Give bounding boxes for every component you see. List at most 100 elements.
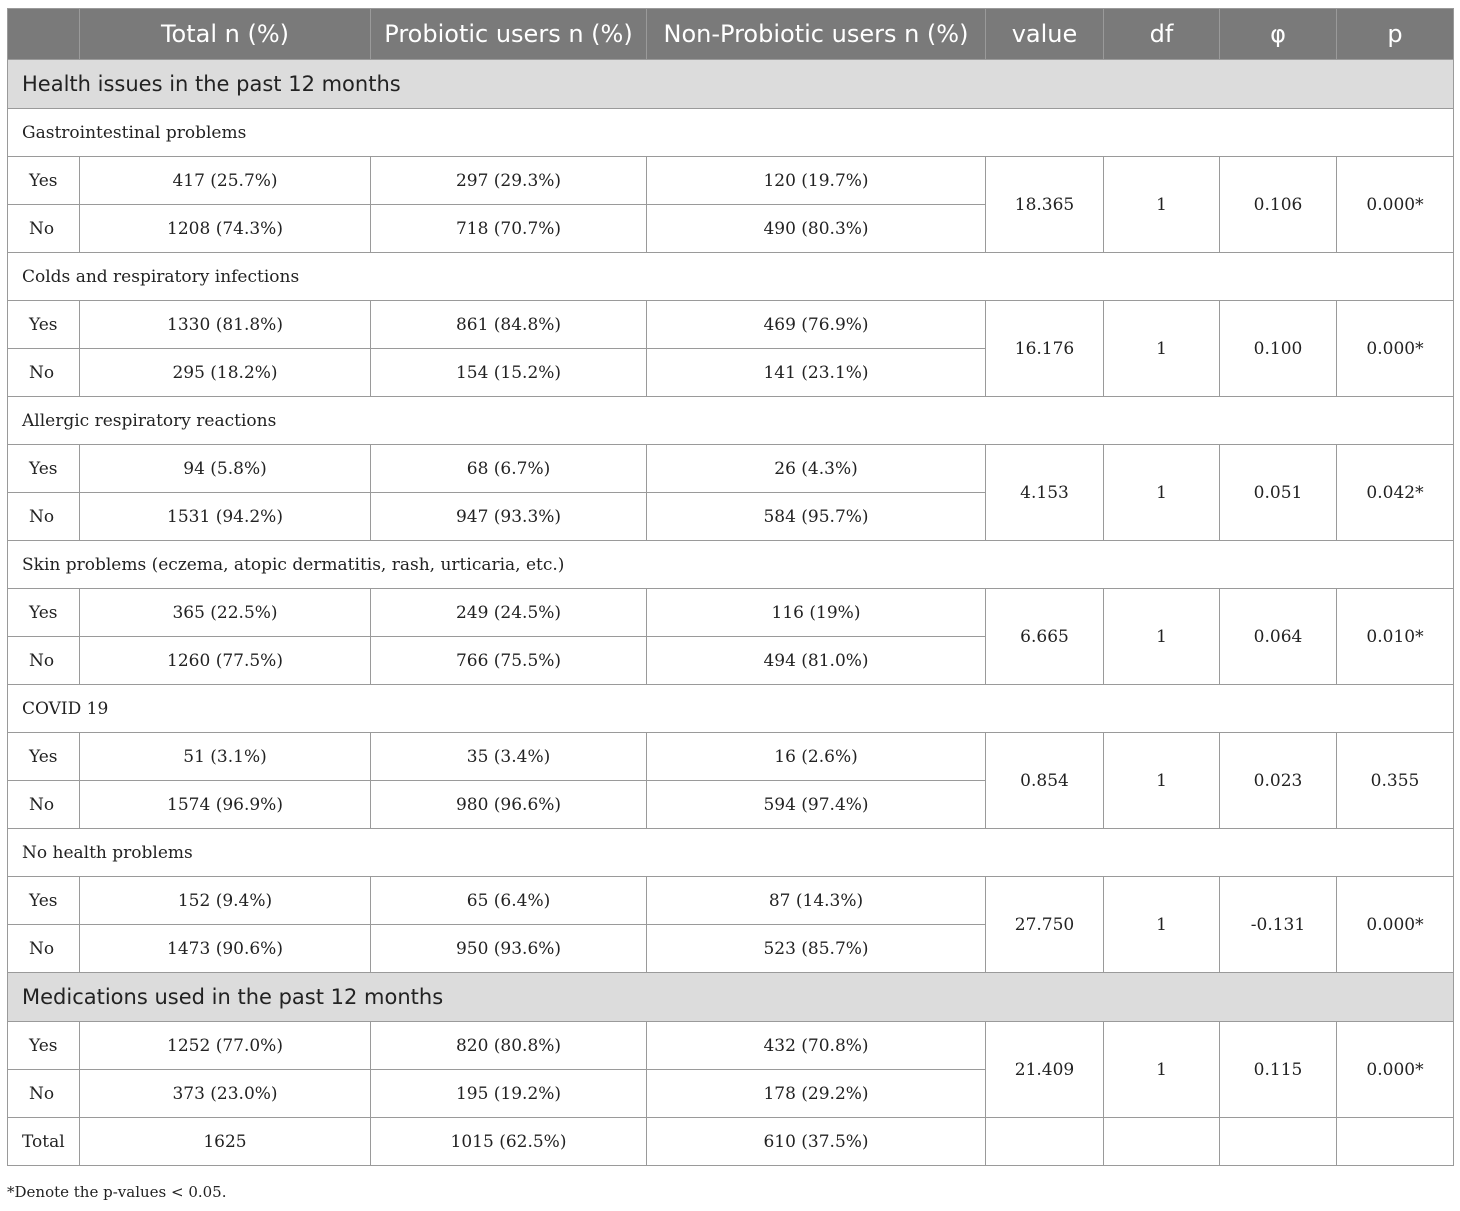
non-probiotic-cell: 610 (37.5%) — [646, 1117, 986, 1166]
header-cell: df — [1103, 8, 1220, 60]
probiotic-cell: 947 (93.3%) — [370, 492, 647, 541]
value-cell: 16.176 — [985, 300, 1104, 397]
p-cell: 0.000* — [1336, 1021, 1454, 1118]
total-cell: 94 (5.8%) — [79, 444, 371, 493]
phi-cell: -0.131 — [1219, 876, 1337, 973]
df-cell: 1 — [1103, 1021, 1220, 1118]
probiotic-cell: 195 (19.2%) — [370, 1069, 647, 1118]
row-label: No — [7, 780, 80, 829]
non-probiotic-cell: 141 (23.1%) — [646, 348, 986, 397]
total-cell: 295 (18.2%) — [79, 348, 371, 397]
non-probiotic-cell: 432 (70.8%) — [646, 1021, 986, 1070]
group-label-row: COVID 19 — [7, 684, 1454, 733]
total-cell: 1574 (96.9%) — [79, 780, 371, 829]
non-probiotic-cell: 584 (95.7%) — [646, 492, 986, 541]
df-cell: 1 — [1103, 588, 1220, 685]
group-label: No health problems — [7, 828, 1454, 877]
table-row: Yes 1330 (81.8%) 861 (84.8%) 469 (76.9%) 16.… — [7, 300, 1454, 397]
non-probiotic-cell: 178 (29.2%) — [646, 1069, 986, 1118]
group-label-row: Allergic respiratory reactions — [7, 396, 1454, 445]
non-probiotic-cell: 16 (2.6%) — [646, 732, 986, 781]
probiotic-cell: 820 (80.8%) — [370, 1021, 647, 1070]
probiotic-cell: 861 (84.8%) — [370, 300, 647, 349]
row-label: No — [7, 348, 80, 397]
empty-cell — [1336, 1117, 1454, 1166]
probiotic-cell: 249 (24.5%) — [370, 588, 647, 637]
non-probiotic-cell: 523 (85.7%) — [646, 924, 986, 973]
non-probiotic-cell: 594 (97.4%) — [646, 780, 986, 829]
table-row: No 373 (23.0%) 195 (19.2%) 178 (29.2%) — [7, 1069, 1454, 1118]
phi-cell: 0.115 — [1219, 1021, 1337, 1118]
total-cell: 1473 (90.6%) — [79, 924, 371, 973]
df-cell: 1 — [1103, 444, 1220, 541]
non-probiotic-cell: 26 (4.3%) — [646, 444, 986, 493]
df-cell: 1 — [1103, 156, 1220, 253]
header-cell: Total n (%) — [79, 8, 371, 60]
total-cell: 373 (23.0%) — [79, 1069, 371, 1118]
empty-cell — [985, 1117, 1104, 1166]
header-row: Total n (%) Probiotic users n (%) Non-Pr… — [7, 8, 1454, 60]
phi-cell: 0.064 — [1219, 588, 1337, 685]
header-cell: φ — [1219, 8, 1337, 60]
table-row: No 1574 (96.9%) 980 (96.6%) 594 (97.4%) — [7, 780, 1454, 829]
non-probiotic-cell: 494 (81.0%) — [646, 636, 986, 685]
group-label: Skin problems (eczema, atopic dermatitis… — [7, 540, 1454, 589]
non-probiotic-cell: 120 (19.7%) — [646, 156, 986, 205]
value-cell: 18.365 — [985, 156, 1104, 253]
probiotic-cell: 68 (6.7%) — [370, 444, 647, 493]
table-row: Yes 94 (5.8%) 68 (6.7%) 26 (4.3%) 4.153 1 0.05… — [7, 444, 1454, 541]
row-label: No — [7, 492, 80, 541]
group-label-row: No health problems — [7, 828, 1454, 877]
phi-cell: 0.100 — [1219, 300, 1337, 397]
total-cell: 51 (3.1%) — [79, 732, 371, 781]
header-cell: Non-Probiotic users n (%) — [646, 8, 986, 60]
df-cell: 1 — [1103, 876, 1220, 973]
probiotic-cell: 718 (70.7%) — [370, 204, 647, 253]
table-row: Yes 365 (22.5%) 249 (24.5%) 116 (19%) 6.665 1… — [7, 588, 1454, 685]
table-row: Yes 417 (25.7%) 297 (29.3%) 120 (19.7%) 18.3… — [7, 156, 1454, 253]
section-row: Medications used in the past 12 months — [7, 972, 1454, 1022]
group-label: Colds and respiratory infections — [7, 252, 1454, 301]
group-label-row: Gastrointestinal problems — [7, 108, 1454, 157]
total-cell: 365 (22.5%) — [79, 588, 371, 637]
non-probiotic-cell: 469 (76.9%) — [646, 300, 986, 349]
group-label: Allergic respiratory reactions — [7, 396, 1454, 445]
section-title: Medications used in the past 12 months — [7, 972, 1454, 1022]
total-cell: 1625 — [79, 1117, 371, 1166]
non-probiotic-cell: 490 (80.3%) — [646, 204, 986, 253]
p-cell: 0.042* — [1336, 444, 1454, 541]
header-cell: Probiotic users n (%) — [370, 8, 647, 60]
probiotic-cell: 154 (15.2%) — [370, 348, 647, 397]
total-cell: 417 (25.7%) — [79, 156, 371, 205]
total-cell: 152 (9.4%) — [79, 876, 371, 925]
section-title: Health issues in the past 12 months — [7, 59, 1454, 109]
total-cell: 1330 (81.8%) — [79, 300, 371, 349]
row-label: No — [7, 1069, 80, 1118]
group-label-row: Skin problems (eczema, atopic dermatitis… — [7, 540, 1454, 589]
group-label: Gastrointestinal problems — [7, 108, 1454, 157]
df-cell: 1 — [1103, 300, 1220, 397]
row-label: No — [7, 636, 80, 685]
table-row: No 1208 (74.3%) 718 (70.7%) 490 (80.3%) — [7, 204, 1454, 253]
row-label: Yes — [7, 300, 80, 349]
results-table: Total n (%) Probiotic users n (%) Non-Pr… — [7, 8, 1454, 1166]
probiotic-cell: 766 (75.5%) — [370, 636, 647, 685]
probiotic-cell: 950 (93.6%) — [370, 924, 647, 973]
row-label: Yes — [7, 1021, 80, 1070]
header-cell: p — [1336, 8, 1454, 60]
row-label: Yes — [7, 156, 80, 205]
total-cell: 1260 (77.5%) — [79, 636, 371, 685]
p-cell: 0.000* — [1336, 876, 1454, 973]
non-probiotic-cell: 116 (19%) — [646, 588, 986, 637]
probiotic-cell: 1015 (62.5%) — [370, 1117, 647, 1166]
footnote: *Denote the p-values < 0.05. — [7, 1183, 227, 1201]
probiotic-cell: 65 (6.4%) — [370, 876, 647, 925]
total-cell: 1531 (94.2%) — [79, 492, 371, 541]
df-cell: 1 — [1103, 732, 1220, 829]
phi-cell: 0.023 — [1219, 732, 1337, 829]
p-cell: 0.000* — [1336, 156, 1454, 253]
p-cell: 0.355 — [1336, 732, 1454, 829]
p-cell: 0.010* — [1336, 588, 1454, 685]
header-cell — [7, 8, 80, 60]
table-row: No 1531 (94.2%) 947 (93.3%) 584 (95.7%) — [7, 492, 1454, 541]
